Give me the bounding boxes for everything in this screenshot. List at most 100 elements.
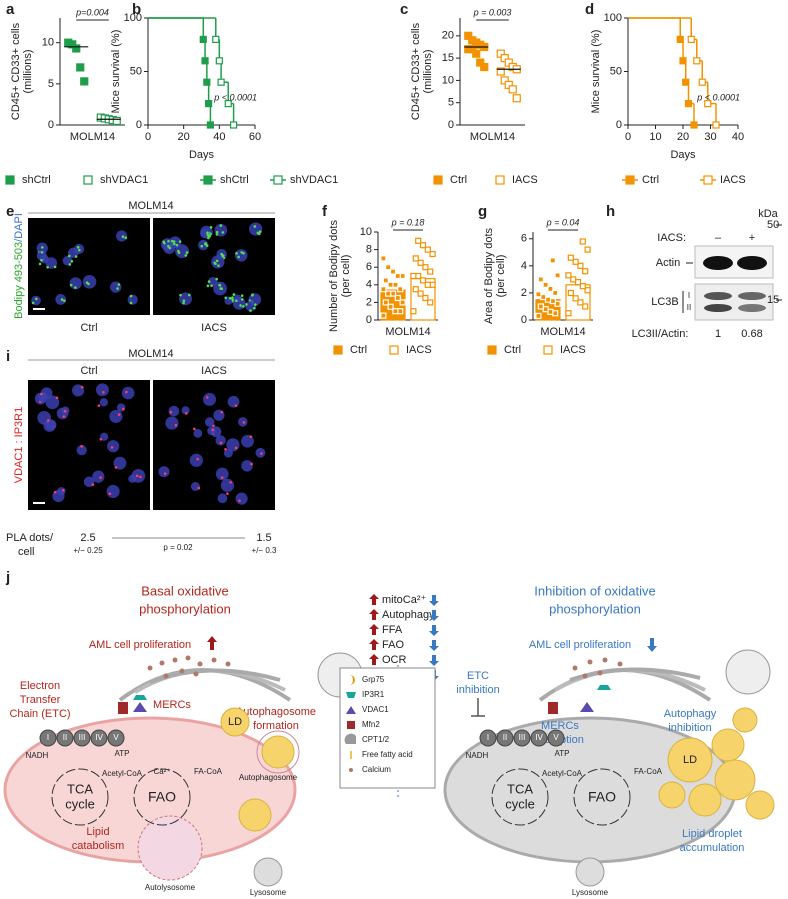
y-tick-label: 4 bbox=[521, 260, 527, 272]
cell bbox=[204, 417, 215, 427]
etc-label: Transfer bbox=[20, 694, 61, 706]
complex-label: II bbox=[63, 733, 67, 742]
cell-dot bbox=[69, 283, 73, 287]
y-tick-label: 0 bbox=[366, 314, 372, 326]
condition-title: Inhibition of oxidative bbox=[534, 583, 655, 598]
panel-letter: f bbox=[322, 203, 328, 220]
y-tick-label: 6 bbox=[521, 233, 527, 245]
cell bbox=[55, 294, 67, 305]
y-tick-label: 100 bbox=[604, 12, 622, 24]
x-tick-label: 0 bbox=[625, 131, 631, 143]
y-tick-label: 10 bbox=[442, 74, 454, 86]
autolysosome-label: Autolysosome bbox=[145, 883, 196, 892]
icon-calcium bbox=[349, 768, 353, 772]
cell bbox=[57, 487, 66, 496]
marker bbox=[112, 116, 121, 125]
image-title: MOLM14 bbox=[128, 200, 173, 212]
marker bbox=[684, 99, 693, 108]
cell-dot bbox=[234, 404, 238, 407]
cell-dot bbox=[163, 241, 166, 245]
legend-label: IACS bbox=[720, 174, 746, 186]
image-label: Ctrl bbox=[80, 322, 97, 334]
legend-label: CPT1/2 bbox=[362, 735, 390, 744]
change-label: OCR bbox=[382, 654, 407, 666]
condition-title: Basal oxidative bbox=[141, 583, 228, 598]
cell-dot bbox=[99, 476, 102, 479]
complex-label: IV bbox=[95, 733, 103, 742]
cell-dot bbox=[212, 424, 215, 428]
cell bbox=[190, 482, 200, 491]
ratio: 1 bbox=[715, 328, 721, 340]
lysosome-label: Lysosome bbox=[250, 888, 287, 897]
ratio-label: LC3II/Actin: bbox=[632, 328, 689, 340]
cell-dot bbox=[163, 472, 167, 475]
marker bbox=[427, 299, 434, 306]
ld-label: LD bbox=[683, 754, 697, 766]
legend-marker bbox=[273, 175, 283, 185]
marker bbox=[429, 250, 436, 258]
cell-dot bbox=[213, 261, 216, 265]
cell-dot bbox=[254, 303, 257, 306]
complex bbox=[496, 729, 514, 747]
legend-label: shCtrl bbox=[22, 174, 51, 186]
cell-dot bbox=[260, 452, 263, 455]
panel-letter: a bbox=[6, 1, 15, 18]
band bbox=[704, 304, 732, 312]
cell-dot bbox=[200, 244, 204, 248]
formation-label: Autophagosome bbox=[236, 706, 316, 718]
p-value: p = 0.003 bbox=[473, 7, 512, 17]
y-tick-label: 4 bbox=[366, 279, 372, 291]
marker bbox=[570, 276, 577, 283]
marker bbox=[419, 242, 427, 249]
category-label: MOLM14 bbox=[70, 131, 115, 143]
down-arrow bbox=[647, 638, 657, 652]
marker bbox=[682, 78, 690, 86]
marker bbox=[577, 299, 584, 306]
marker bbox=[217, 78, 225, 86]
image-label: IACS bbox=[201, 365, 227, 377]
cells bbox=[31, 222, 266, 505]
lysosome-label: Lysosome bbox=[572, 888, 609, 897]
legend-marker bbox=[433, 175, 443, 185]
up-arrow bbox=[369, 639, 379, 650]
metabolite: Acetyl-CoA bbox=[542, 769, 583, 778]
marker bbox=[387, 281, 394, 288]
metabolite: cycle bbox=[65, 796, 95, 811]
cell-dot bbox=[46, 265, 49, 269]
lane: + bbox=[749, 232, 755, 244]
cell-dot bbox=[62, 415, 66, 418]
marker bbox=[549, 257, 556, 264]
y-axis-label: Mice survival (%) bbox=[590, 30, 602, 114]
fao-cycle bbox=[573, 768, 631, 826]
category-label: MOLM14 bbox=[385, 326, 430, 338]
cell bbox=[69, 277, 82, 290]
inhibition-symbol bbox=[471, 698, 485, 717]
marker bbox=[412, 255, 419, 262]
marker bbox=[397, 286, 404, 293]
cell-dot bbox=[224, 447, 227, 451]
cell bbox=[100, 432, 109, 441]
legend-marker bbox=[389, 345, 399, 355]
cell-dot bbox=[41, 246, 44, 249]
ratio: 0.68 bbox=[741, 328, 762, 340]
legend-label: shVDAC1 bbox=[100, 174, 148, 186]
cell-dot bbox=[215, 259, 219, 263]
cell-dot bbox=[124, 236, 128, 240]
up-arrow bbox=[369, 609, 379, 620]
cell-dot bbox=[217, 264, 220, 267]
quant-value: 2.5 bbox=[80, 532, 95, 544]
cell bbox=[241, 434, 254, 448]
y-axis-label: Mice survival (%) bbox=[110, 30, 122, 114]
cell-dot bbox=[220, 410, 224, 414]
cell-dot bbox=[219, 441, 223, 445]
cell-dot bbox=[196, 457, 200, 461]
cell-dot bbox=[40, 258, 43, 262]
marker bbox=[496, 67, 505, 76]
lysosome bbox=[575, 857, 605, 887]
cell bbox=[45, 257, 58, 269]
marker bbox=[579, 283, 586, 290]
cell-dot bbox=[125, 390, 128, 394]
cell-dot bbox=[249, 309, 252, 312]
effect: AML cell proliferation bbox=[529, 639, 631, 651]
